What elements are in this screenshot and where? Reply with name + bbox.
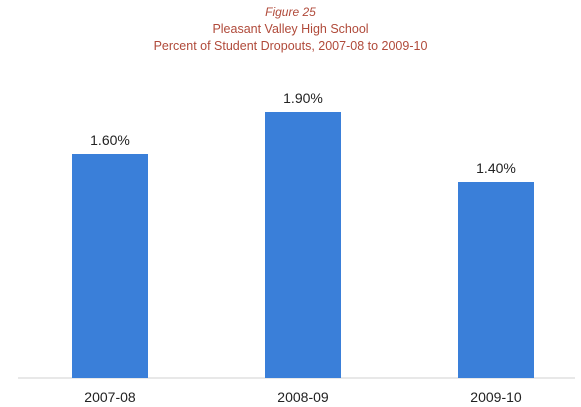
- x-tick-label-2007-08: 2007-08: [84, 389, 136, 405]
- bar-2007-08: [72, 154, 148, 378]
- bar-2009-10: [458, 182, 534, 378]
- figure-label: Figure 25: [265, 5, 316, 19]
- data-label-2009-10: 1.40%: [476, 160, 516, 176]
- x-tick-label-2008-09: 2008-09: [277, 389, 329, 405]
- tick-labels-group: 2007-08 2008-09 2009-10: [84, 389, 522, 405]
- data-label-2007-08: 1.60%: [90, 132, 130, 148]
- chart-subtitle: Percent of Student Dropouts, 2007-08 to …: [153, 39, 428, 53]
- x-tick-label-2009-10: 2009-10: [470, 389, 522, 405]
- bars-group: [72, 112, 534, 378]
- data-labels-group: 1.60% 1.90% 1.40%: [90, 90, 516, 176]
- data-label-2008-09: 1.90%: [283, 90, 323, 106]
- chart-title: Pleasant Valley High School: [212, 22, 369, 36]
- bar-2008-09: [265, 112, 341, 378]
